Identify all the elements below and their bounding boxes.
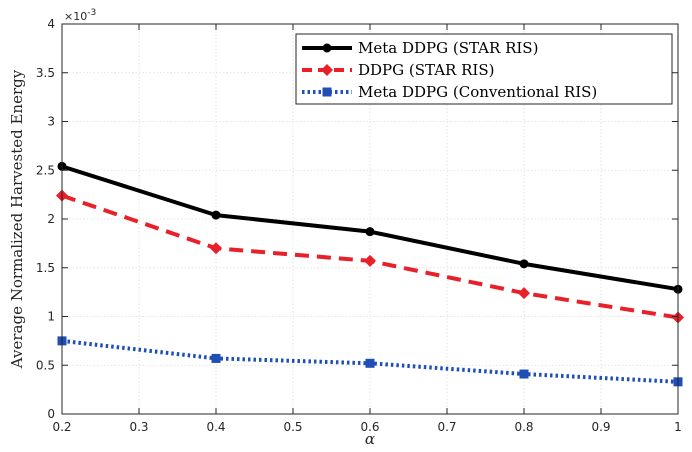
tick-labels: 0.2 0.3 0.4 0.5 0.6 0.7 0.8 0.9 1 0 0.5 1 1.5 2 2.5 3 3.…	[36, 17, 682, 434]
legend-entry: Meta DDPG (STAR RIS)	[302, 39, 538, 57]
data-point-square	[322, 87, 332, 97]
series-layer	[56, 161, 684, 387]
y-multiplier: ×10-3	[64, 8, 96, 23]
legend-entry: DDPG (STAR RIS)	[302, 61, 494, 79]
data-point-circle	[365, 227, 375, 237]
ticks	[61, 23, 679, 415]
x-tick-label: 0.2	[52, 420, 71, 434]
y-tick-label: 4	[47, 17, 55, 31]
x-tick-label: 0.9	[591, 420, 610, 434]
y-tick-label: 2.5	[36, 163, 55, 177]
data-point-square	[211, 353, 221, 363]
y-tick-label: 1.5	[36, 261, 55, 275]
y-axis-label: Average Normalized Harvested Energy	[8, 69, 26, 369]
data-point-square	[519, 369, 529, 379]
legend-entry: Meta DDPG (Conventional RIS)	[302, 83, 597, 101]
data-point-circle	[519, 259, 529, 269]
x-tick-label: 1	[674, 420, 682, 434]
data-point-diamond	[518, 287, 530, 300]
y-tick-label: 0	[47, 407, 55, 421]
x-tick-label: 0.4	[206, 420, 225, 434]
legend: Meta DDPG (STAR RIS) DDPG (STAR RIS) Meta …	[295, 33, 673, 105]
x-axis-label: α	[365, 430, 375, 448]
y-multiplier-base: ×10	[64, 10, 87, 23]
y-tick-label: 1	[47, 310, 55, 324]
data-point-diamond	[210, 242, 222, 255]
y-tick-label: 0.5	[36, 358, 55, 372]
x-tick-label: 0.8	[514, 420, 533, 434]
data-point-diamond	[321, 64, 333, 76]
y-tick-label: 3	[47, 115, 55, 129]
x-tick-label: 0.6	[360, 420, 379, 434]
y-tick-label: 3.5	[36, 66, 55, 80]
x-tick-label: 0.3	[129, 420, 148, 434]
data-point-circle	[211, 210, 221, 220]
data-point-diamond	[364, 254, 376, 267]
legend-label: Meta DDPG (STAR RIS)	[358, 39, 538, 57]
data-point-square	[365, 358, 375, 368]
y-tick-label: 2	[47, 212, 55, 226]
y-multiplier-exponent: -3	[87, 8, 96, 18]
legend-box	[295, 33, 673, 105]
x-tick-label: 0.5	[283, 420, 302, 434]
legend-label: DDPG (STAR RIS)	[358, 61, 494, 79]
legend-label: Meta DDPG (Conventional RIS)	[358, 83, 597, 101]
x-tick-label: 0.7	[437, 420, 456, 434]
data-point-circle	[322, 43, 332, 53]
